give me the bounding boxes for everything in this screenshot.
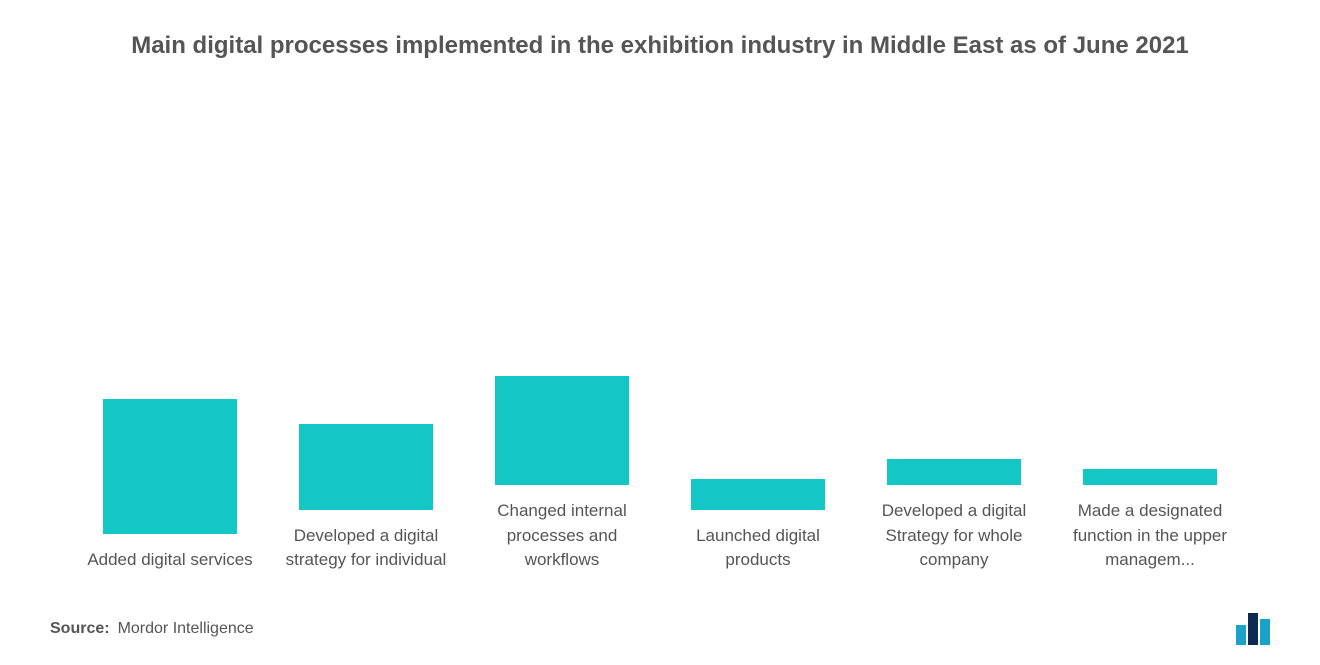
bar-group: Made a designated function in the upper … bbox=[1070, 225, 1230, 573]
footer: Source: Mordor Intelligence bbox=[40, 613, 1280, 645]
bar-group: Added digital services bbox=[90, 274, 250, 573]
bar-label: Developed a digital strategy for individ… bbox=[281, 524, 451, 573]
bar-group: Developed a digital Strategy for whole c… bbox=[874, 225, 1034, 573]
bar-label: Changed internal processes and workflows bbox=[477, 499, 647, 573]
chart-title: Main digital processes implemented in th… bbox=[131, 30, 1189, 62]
bar-group: Changed internal processes and workflows bbox=[482, 225, 642, 573]
source-line: Source: Mordor Intelligence bbox=[50, 620, 254, 638]
bar-chart: Added digital servicesDeveloped a digita… bbox=[40, 92, 1280, 573]
bar bbox=[887, 459, 1021, 485]
bar bbox=[103, 399, 237, 534]
bar-label: Added digital services bbox=[85, 548, 255, 573]
bar bbox=[1083, 469, 1217, 485]
logo-bar-icon bbox=[1248, 613, 1258, 645]
source-name: Mordor Intelligence bbox=[118, 620, 254, 638]
bar bbox=[495, 376, 629, 485]
bar-label: Launched digital products bbox=[673, 524, 843, 573]
bar bbox=[691, 479, 825, 510]
bar-group: Developed a digital strategy for individ… bbox=[286, 250, 446, 573]
bar-group: Launched digital products bbox=[678, 250, 838, 573]
chart-container: Main digital processes implemented in th… bbox=[0, 0, 1320, 665]
bar bbox=[299, 424, 433, 510]
brand-logo bbox=[1236, 613, 1270, 645]
logo-bar-icon bbox=[1236, 625, 1246, 645]
logo-bar-icon bbox=[1260, 619, 1270, 645]
bar-label: Made a designated function in the upper … bbox=[1065, 499, 1235, 573]
bar-label: Developed a digital Strategy for whole c… bbox=[869, 499, 1039, 573]
source-label: Source: bbox=[50, 620, 110, 638]
